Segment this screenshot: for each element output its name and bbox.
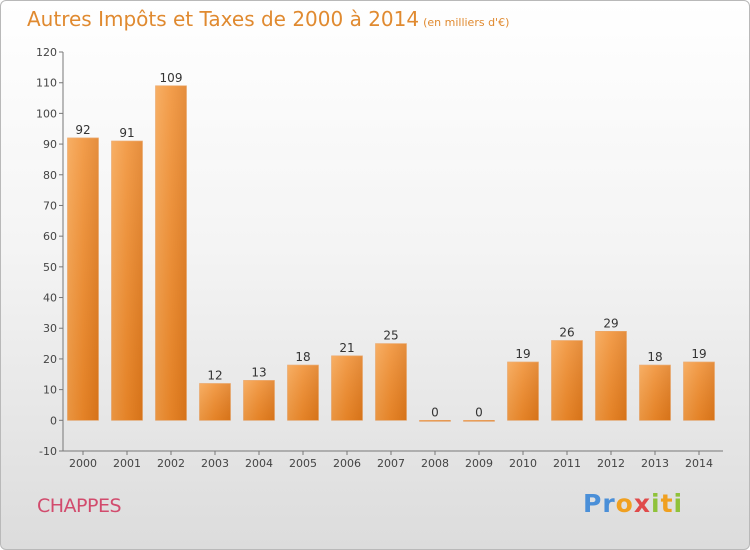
bar-shade — [683, 361, 715, 421]
bar-shade — [463, 420, 495, 422]
x-tick-label: 2006 — [333, 457, 361, 470]
x-tick-label: 2004 — [245, 457, 273, 470]
data-label: 18 — [295, 350, 310, 364]
x-tick-label: 2013 — [641, 457, 669, 470]
chart-title-unit: (en milliers d'€) — [423, 16, 510, 29]
bar-shade — [243, 380, 275, 421]
bar-shade — [419, 420, 451, 422]
chart-data-labels: 92 91 109 12 13 18 21 25 0 0 19 26 29 18 19 — [75, 71, 706, 420]
y-tick-label: 40 — [43, 292, 57, 305]
bar-shade — [551, 340, 583, 421]
data-label: 91 — [119, 126, 134, 140]
logo-letters: t — [660, 489, 674, 518]
chart-title: Autres Impôts et Taxes de 2000 à 2014 (en… — [27, 7, 509, 31]
y-tick-label: 0 — [50, 414, 57, 427]
data-label: 25 — [383, 329, 398, 343]
data-label: 13 — [251, 365, 266, 379]
bar-shade — [595, 331, 627, 421]
bar-shade — [287, 365, 319, 421]
y-tick-label: 70 — [43, 199, 57, 212]
bar-shade — [639, 365, 671, 421]
y-tick-label: 110 — [36, 77, 57, 90]
y-tick-label: 50 — [43, 261, 57, 274]
data-label: 26 — [559, 326, 574, 340]
x-tick-label: 2012 — [597, 457, 625, 470]
x-tick-label: 2003 — [201, 457, 229, 470]
y-tick-label: 30 — [43, 322, 57, 335]
x-tick-label: 2000 — [69, 457, 97, 470]
bar-shade — [331, 355, 363, 421]
bar-shade — [507, 361, 539, 421]
data-label: 18 — [647, 350, 662, 364]
data-label: 92 — [75, 123, 90, 137]
y-tick-label: 100 — [36, 107, 57, 120]
y-tick-label: 80 — [43, 169, 57, 182]
proxiti-logo: Proxiti — [583, 489, 683, 518]
logo-letters: o — [615, 489, 634, 518]
logo-letters: i — [673, 489, 684, 518]
data-label: 19 — [691, 347, 706, 361]
x-tick-label: 2009 — [465, 457, 493, 470]
bar-shade — [199, 383, 231, 421]
bar-shade — [111, 141, 143, 421]
data-label: 109 — [160, 71, 183, 85]
x-tick-label: 2007 — [377, 457, 405, 470]
logo-letters: x — [633, 489, 651, 518]
x-tick-label: 2014 — [685, 457, 713, 470]
logo-letters: Pr — [583, 489, 616, 518]
chart-title-text: Autres Impôts et Taxes de 2000 à 2014 — [27, 7, 420, 31]
y-tick-label: 60 — [43, 230, 57, 243]
y-tick-label: 20 — [43, 353, 57, 366]
x-tick-label: 2008 — [421, 457, 449, 470]
data-label: 19 — [515, 347, 530, 361]
bar-shade — [155, 85, 187, 421]
x-tick-label: 2001 — [113, 457, 141, 470]
data-label: 0 — [475, 405, 483, 419]
bar-shade — [67, 137, 99, 421]
y-tick-label: 120 — [36, 46, 57, 59]
data-label: 29 — [603, 316, 618, 330]
data-label: 21 — [339, 341, 354, 355]
x-tick-label: 2011 — [553, 457, 581, 470]
logo-letters: i — [650, 489, 661, 518]
data-label: 0 — [431, 405, 439, 419]
y-tick-label: 90 — [43, 138, 57, 151]
y-tick-label: 10 — [43, 384, 57, 397]
chart-bars — [67, 85, 715, 422]
x-tick-label: 2002 — [157, 457, 185, 470]
x-tick-label: 2010 — [509, 457, 537, 470]
data-label: 12 — [207, 368, 222, 382]
y-tick-label: -10 — [39, 445, 57, 458]
bar-shade — [375, 343, 407, 421]
x-tick-label: 2005 — [289, 457, 317, 470]
commune-name: CHAPPES — [37, 495, 122, 517]
